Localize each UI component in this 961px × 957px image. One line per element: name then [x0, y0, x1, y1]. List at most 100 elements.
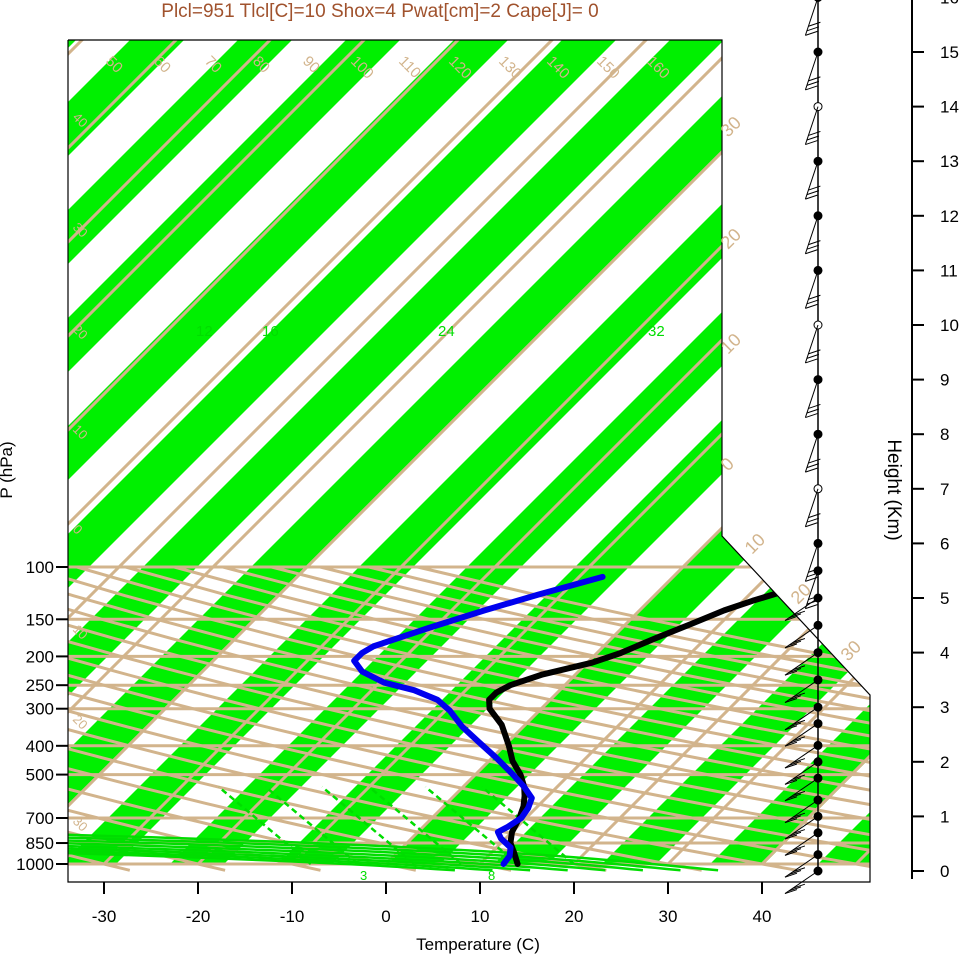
- green-band: [68, 40, 360, 864]
- height-tick-label: 6: [940, 534, 949, 553]
- wind-barb-feather: [784, 796, 798, 802]
- wind-barb: [804, 270, 819, 309]
- wind-barb-feather: [808, 76, 821, 82]
- wind-barb: [804, 51, 819, 91]
- wind-barb-feather: [808, 403, 821, 409]
- mixing-ratio-label: 16: [262, 323, 279, 340]
- height-axis-label: Height (Km): [883, 439, 904, 540]
- wind-barb: [804, 434, 819, 473]
- wind-barb-feather: [784, 850, 798, 856]
- mixing-ratio-line: [424, 785, 519, 865]
- wind-barb: [804, 0, 818, 36]
- mixing-ratio-label: 32: [648, 323, 665, 340]
- plot-border: [67, 39, 871, 883]
- dry-adiabat: [68, 565, 870, 872]
- height-tick-label: 11: [940, 261, 958, 280]
- wind-barb: [784, 799, 819, 824]
- wind-barb-feather: [808, 458, 821, 464]
- sounding-series: [351, 573, 841, 867]
- isotherm-label: 30: [837, 637, 865, 665]
- height-tick-label: 16: [940, 0, 959, 7]
- wind-barb-feather: [805, 358, 818, 364]
- dry-adiabat: [68, 565, 870, 872]
- height-tick-label: 2: [940, 753, 949, 772]
- dry-adiabat: [76, 565, 870, 872]
- mixing-ratio-lines: [217, 785, 575, 865]
- wind-barb-feather: [792, 637, 806, 643]
- isotherm-line: [102, 40, 870, 866]
- mixing-ratio-line: [481, 785, 575, 865]
- dry-adiabat: [68, 565, 702, 872]
- wind-barb-feather: [784, 889, 798, 895]
- wind-barb-feather: [792, 692, 806, 698]
- isotherm-label: 10: [741, 530, 769, 558]
- wind-barb-feather: [806, 353, 820, 359]
- wind-barb-feather: [805, 30, 818, 36]
- wind-barb: [804, 543, 819, 582]
- mixing-ratio-label: 24: [438, 323, 455, 340]
- mixing-bottom-label: 3: [360, 868, 367, 883]
- mixing-ratio-label: 12: [196, 323, 213, 340]
- dry-adiabat: [68, 565, 798, 872]
- wind-barb: [804, 570, 819, 609]
- dry-adiabat: [68, 565, 870, 872]
- wind-barb-feather: [805, 413, 818, 419]
- isotherm-line: [68, 40, 824, 866]
- isotherm-line: [666, 40, 870, 866]
- x-tick-label: -30: [92, 907, 117, 926]
- wind-barb-feather: [788, 848, 802, 854]
- y-tick-label: 400: [26, 737, 54, 756]
- wind-barb: [784, 832, 819, 856]
- wind-barb-feather: [805, 194, 818, 200]
- wind-barb: [784, 854, 819, 878]
- isotherm-line: [68, 40, 636, 866]
- isotherm-line: [478, 40, 870, 866]
- wind-barb-feather: [806, 408, 820, 414]
- x-tick-label: -20: [186, 907, 211, 926]
- wind-barb-feather: [784, 741, 798, 747]
- wind-barb-feather: [792, 774, 806, 780]
- wind-barb-feather: [792, 665, 806, 671]
- wind-barb-feather: [788, 777, 802, 783]
- wind-barb-feather: [788, 695, 802, 701]
- height-tick-label: 13: [940, 152, 959, 171]
- wind-barb-feather: [792, 867, 806, 873]
- mixing-bottom-label: 8: [488, 868, 495, 883]
- green-band: [0, 0, 36, 864]
- y-tick-label: 850: [26, 834, 54, 853]
- wind-barb: [804, 106, 819, 145]
- wind-barb-feather: [808, 21, 821, 27]
- y-tick-label: 700: [26, 809, 54, 828]
- y-tick-label: 500: [26, 766, 54, 785]
- wind-barb-feather: [784, 725, 798, 731]
- wind-barb-feather: [808, 349, 821, 355]
- wind-barb-feather: [788, 722, 802, 728]
- wind-barb-feather: [788, 738, 802, 744]
- green-band: [68, 40, 576, 864]
- wind-barb: [784, 706, 819, 731]
- wind-barb-feather: [788, 870, 802, 875]
- dry-adiabat-lines: [68, 565, 870, 872]
- green-band: [68, 40, 792, 864]
- wind-barb-feather: [806, 463, 820, 469]
- wind-barb-feather: [806, 190, 820, 196]
- y-tick-label: 300: [26, 700, 54, 719]
- y-tick-label: 100: [26, 558, 54, 577]
- dry-adiabat: [68, 565, 870, 872]
- wind-barb: [804, 324, 819, 364]
- wind-barb-feather: [784, 818, 798, 824]
- wind-barb-feather: [808, 240, 821, 246]
- wind-barb-feather: [792, 845, 806, 851]
- skew-label: 130: [495, 53, 525, 83]
- mixing-ratio-line: [321, 785, 416, 865]
- moist-adiabat: [68, 673, 681, 872]
- wind-profile: [784, 0, 823, 895]
- height-tick-label: 9: [940, 371, 949, 390]
- wind-barb-feather: [784, 872, 798, 878]
- height-tick-label: 14: [940, 98, 959, 117]
- wind-barb-feather: [788, 793, 802, 799]
- wind-barb-feather: [788, 886, 802, 892]
- wind-barb-feather: [784, 698, 798, 703]
- moist-adiabat: [68, 673, 606, 872]
- x-tick-label: -10: [280, 907, 305, 926]
